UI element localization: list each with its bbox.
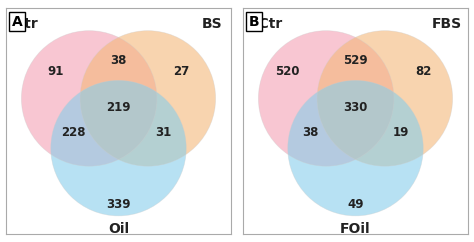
- Text: 27: 27: [173, 65, 190, 78]
- Text: B: B: [248, 15, 259, 29]
- Text: 19: 19: [392, 126, 409, 139]
- Circle shape: [288, 80, 423, 216]
- Circle shape: [317, 31, 453, 166]
- Circle shape: [80, 31, 216, 166]
- Text: 228: 228: [61, 126, 86, 139]
- Text: A: A: [11, 15, 22, 29]
- Text: 91: 91: [47, 65, 64, 78]
- Text: FOil: FOil: [340, 222, 371, 236]
- Text: FCtr: FCtr: [249, 17, 283, 31]
- Text: 38: 38: [110, 53, 127, 67]
- Circle shape: [51, 80, 186, 216]
- Text: FBS: FBS: [431, 17, 462, 31]
- Text: 520: 520: [275, 65, 300, 78]
- Text: BS: BS: [202, 17, 222, 31]
- Text: 31: 31: [155, 126, 172, 139]
- Text: 529: 529: [343, 53, 368, 67]
- Text: 82: 82: [415, 65, 431, 78]
- Text: 339: 339: [106, 198, 131, 211]
- Text: 219: 219: [106, 101, 131, 114]
- Circle shape: [258, 31, 394, 166]
- Text: 49: 49: [347, 198, 364, 211]
- Circle shape: [21, 31, 157, 166]
- Text: 330: 330: [343, 101, 368, 114]
- Text: Ctr: Ctr: [15, 17, 38, 31]
- Text: 38: 38: [302, 126, 319, 139]
- Text: Oil: Oil: [108, 222, 129, 236]
